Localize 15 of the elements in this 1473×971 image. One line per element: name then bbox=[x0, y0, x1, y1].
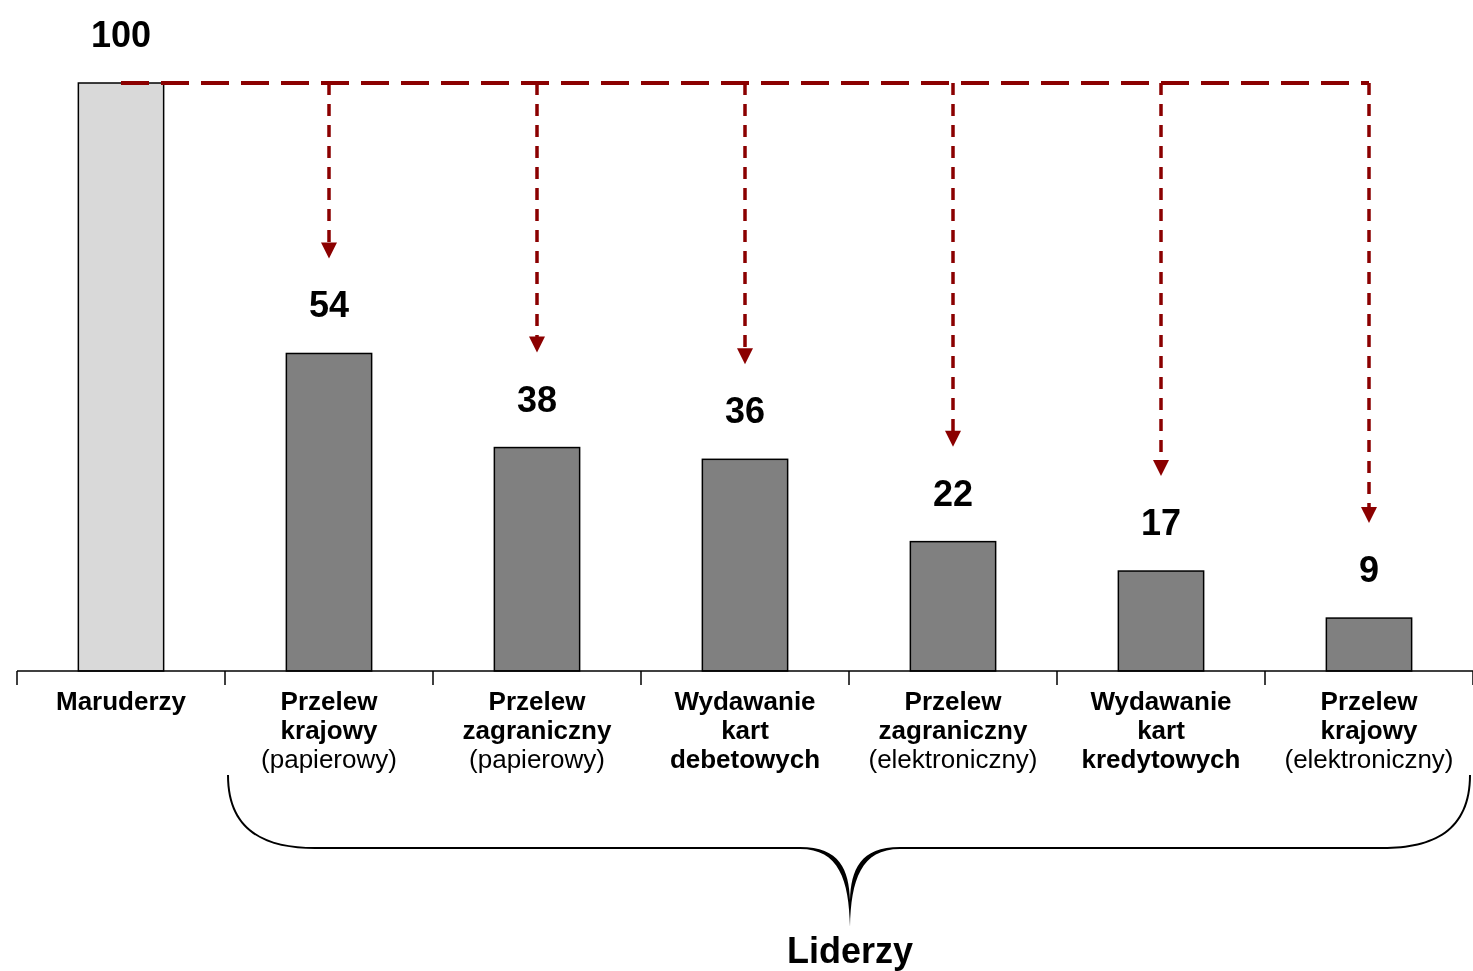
data-label: 9 bbox=[1358, 549, 1380, 591]
data-label: 100 bbox=[90, 14, 152, 55]
x-tick-label: Przelew krajowy (papierowy) bbox=[261, 686, 397, 774]
x-tick-label: Wydawanie kart debetowych bbox=[669, 686, 821, 774]
x-tick-label: Wydawanie kart kredytowych bbox=[1081, 686, 1241, 774]
data-label: 54 bbox=[308, 284, 350, 326]
x-tick-label: Przelew krajowy (elektroniczny) bbox=[1284, 686, 1454, 774]
text: Liderzy bbox=[786, 930, 914, 971]
data-label: 17 bbox=[1140, 502, 1182, 544]
data-label: 36 bbox=[724, 390, 766, 432]
x-tick-label: Przelew zagraniczny (papierowy) bbox=[462, 686, 612, 774]
x-tick-label: Maruderzy bbox=[55, 686, 187, 716]
data-label: 38 bbox=[516, 378, 558, 420]
x-tick-label: Przelew zagraniczny (elektroniczny) bbox=[868, 686, 1038, 774]
data-label: 22 bbox=[932, 472, 974, 514]
